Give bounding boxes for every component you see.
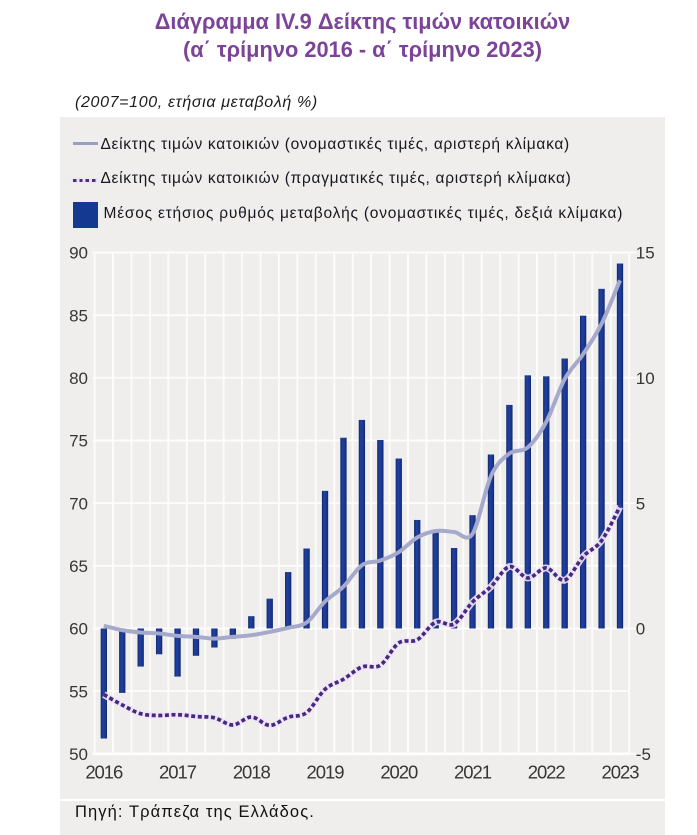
svg-text:90: 90 bbox=[69, 244, 88, 263]
svg-text:5: 5 bbox=[636, 494, 645, 513]
svg-text:2020: 2020 bbox=[380, 762, 418, 783]
svg-text:2019: 2019 bbox=[307, 762, 345, 783]
svg-text:75: 75 bbox=[69, 432, 88, 451]
svg-text:65: 65 bbox=[69, 557, 88, 576]
svg-text:2021: 2021 bbox=[454, 762, 492, 783]
svg-text:70: 70 bbox=[69, 494, 88, 513]
svg-text:2017: 2017 bbox=[159, 762, 197, 783]
svg-text:10: 10 bbox=[636, 369, 655, 388]
svg-text:2023: 2023 bbox=[602, 762, 640, 783]
svg-text:-5: -5 bbox=[636, 745, 651, 764]
svg-text:85: 85 bbox=[69, 306, 88, 325]
svg-text:0: 0 bbox=[636, 620, 645, 639]
svg-text:55: 55 bbox=[69, 682, 88, 701]
svg-text:2022: 2022 bbox=[528, 762, 566, 783]
svg-text:2018: 2018 bbox=[233, 762, 271, 783]
svg-text:80: 80 bbox=[69, 369, 88, 388]
svg-text:50: 50 bbox=[69, 745, 88, 764]
svg-text:60: 60 bbox=[69, 620, 88, 639]
svg-text:15: 15 bbox=[636, 244, 655, 263]
svg-text:2016: 2016 bbox=[85, 762, 123, 783]
